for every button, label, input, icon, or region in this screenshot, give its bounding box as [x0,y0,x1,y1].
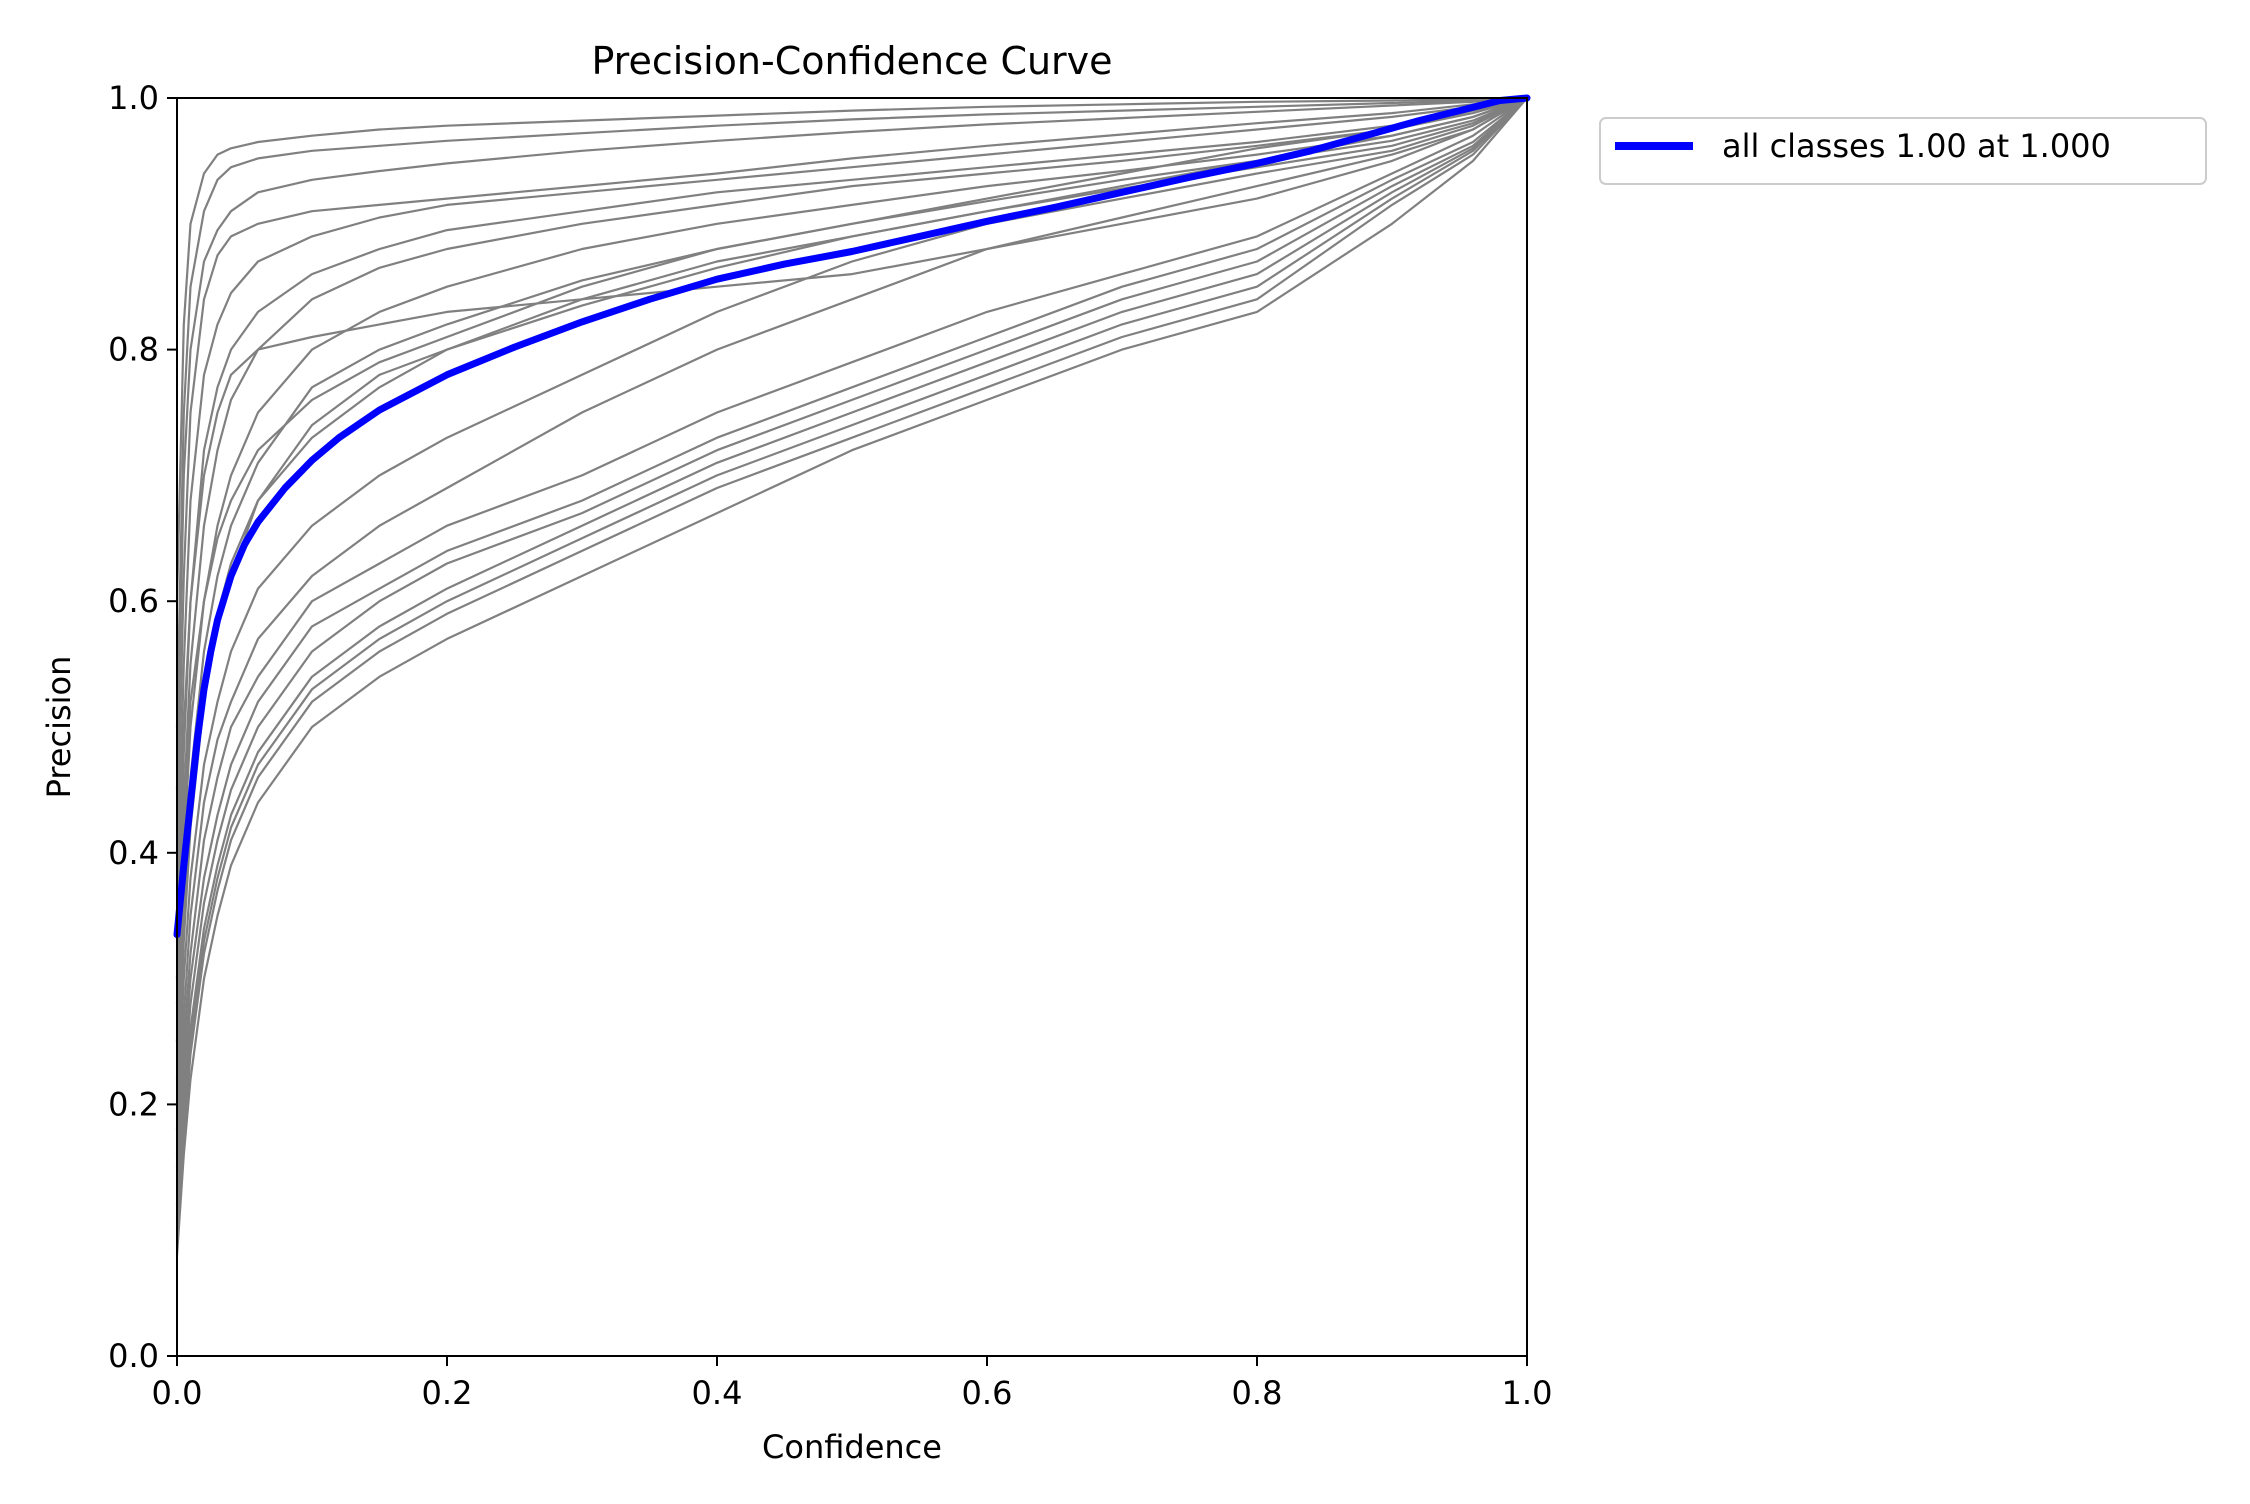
x-tick-label: 0.0 [152,1374,203,1412]
legend: all classes 1.00 at 1.000 [1599,117,2207,185]
x-tick-label: 1.0 [1502,1374,1553,1412]
class-curve-6 [175,96,1528,979]
y-tick-label: 1.0 [108,79,159,117]
chart-title: Precision-Confidence Curve [591,39,1112,83]
class-curve-17 [175,97,1528,1231]
class-curve-14 [175,97,1528,1193]
y-tick-label: 0.4 [108,834,159,872]
class-curve-2 [175,96,1528,728]
class-curve-18 [175,97,1528,1243]
y-axis-label: Precision [40,656,78,799]
y-tick-label: 0.2 [108,1085,159,1123]
x-tick-label: 0.8 [1232,1374,1283,1412]
y-tick-label: 0.0 [108,1337,159,1375]
x-axis-label: Confidence [762,1428,942,1466]
all-classes-group [173,94,1531,939]
x-tick-label: 0.4 [692,1374,743,1412]
class-curves [175,96,1528,1256]
class-curve-1 [175,96,1528,602]
class-curve-19 [175,97,1528,979]
y-axis-ticks: 0.0 0.2 0.4 0.6 0.8 1.0 [108,79,177,1375]
x-tick-label: 0.2 [422,1374,473,1412]
legend-box [1599,117,2207,185]
y-tick-label: 0.6 [108,582,159,620]
plot-frame [176,97,1528,1357]
all-classes-curve [173,94,1531,939]
class-curve-11 [175,97,1528,1130]
class-curve-13 [175,97,1528,1168]
y-tick-label: 0.8 [108,331,159,369]
x-axis-ticks: 0.0 0.2 0.4 0.6 0.8 1.0 [152,1356,1553,1412]
class-curve-3 [175,96,1528,790]
class-curve-12 [175,97,1528,1155]
class-curve-7 [175,96,1528,1004]
class-curve-15 [175,97,1528,1206]
legend-label-all-classes: all classes 1.00 at 1.000 [1722,127,2111,165]
class-curve-5 [175,96,1528,916]
class-curve-22 [175,97,1528,1256]
class-curve-16 [175,97,1528,1218]
x-tick-label: 0.6 [962,1374,1013,1412]
class-curve-20 [175,96,1528,1042]
class-curve-4 [175,96,1528,853]
